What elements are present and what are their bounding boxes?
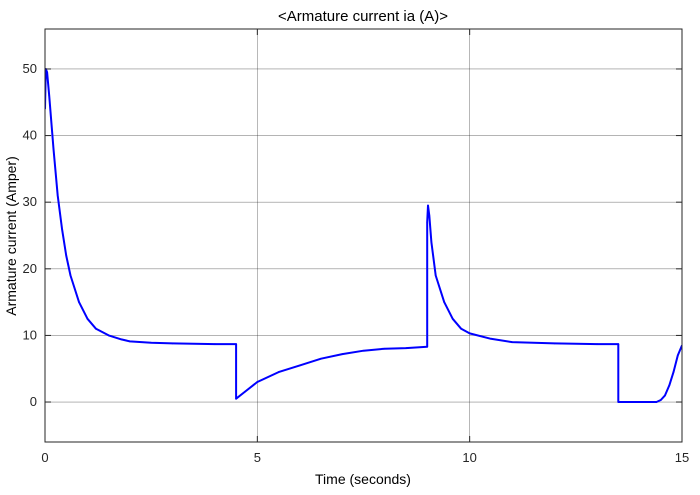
y-axis: 0 10 20 30 40 50	[23, 61, 682, 409]
data-point	[677, 354, 679, 357]
data-point	[78, 301, 80, 303]
data-point	[511, 341, 513, 343]
data-point	[468, 332, 471, 335]
y-tick-label: 40	[23, 128, 37, 143]
data-point	[120, 338, 123, 341]
data-point	[617, 401, 620, 403]
data-point	[553, 342, 556, 345]
data-point	[243, 391, 246, 393]
data-point	[405, 347, 407, 349]
data-point	[664, 394, 666, 397]
series-layer	[45, 68, 682, 403]
data-point	[362, 349, 365, 352]
data-point	[214, 343, 216, 345]
data-point	[434, 274, 437, 277]
x-axis-label: Time (seconds)	[315, 471, 411, 487]
data-point	[61, 228, 63, 230]
plot-area	[45, 29, 682, 442]
data-point	[320, 357, 322, 360]
data-point	[299, 364, 301, 367]
data-point	[443, 301, 446, 303]
data-point	[95, 328, 97, 330]
data-point	[341, 353, 344, 355]
x-tick-label: 10	[462, 450, 476, 465]
data-point	[129, 340, 131, 343]
data-point	[426, 345, 429, 348]
data-point	[638, 401, 641, 403]
x-axis: 0 5 10 15	[41, 29, 689, 465]
data-point	[235, 397, 237, 400]
x-tick-label: 5	[254, 450, 261, 465]
x-tick-label: 0	[41, 450, 48, 465]
data-point	[596, 343, 598, 345]
data-point	[65, 254, 67, 257]
data-point	[46, 71, 48, 74]
data-point	[171, 342, 174, 345]
data-point	[426, 221, 429, 223]
data-point	[86, 318, 89, 320]
y-tick-label: 30	[23, 194, 37, 209]
data-point	[668, 384, 671, 387]
data-point	[277, 371, 280, 373]
data-point	[490, 338, 492, 340]
data-point	[460, 328, 463, 330]
data-point	[427, 204, 429, 207]
data-point	[48, 94, 50, 97]
y-tick-label: 20	[23, 261, 37, 276]
data-point	[428, 214, 431, 217]
data-point	[383, 347, 386, 350]
data-point	[69, 274, 72, 277]
data-point	[52, 148, 55, 150]
data-point	[235, 343, 237, 345]
data-point	[672, 371, 675, 373]
data-point	[451, 318, 454, 320]
data-point	[150, 341, 152, 344]
y-grid	[45, 68, 682, 403]
y-tick-label: 50	[23, 61, 37, 76]
data-point	[617, 343, 620, 345]
plot-frame	[44, 28, 683, 443]
chart-title: <Armature current ia (A)>	[278, 8, 448, 25]
y-tick-label: 0	[30, 394, 37, 409]
x-tick-label: 15	[675, 450, 689, 465]
y-tick-label: 10	[23, 327, 37, 342]
data-point	[655, 401, 658, 403]
data-point	[430, 241, 433, 243]
y-axis-label: Armature current (Amper)	[3, 156, 19, 315]
data-point	[660, 399, 662, 401]
data-point	[56, 194, 59, 197]
data-point	[256, 381, 259, 383]
data-point	[107, 334, 110, 337]
